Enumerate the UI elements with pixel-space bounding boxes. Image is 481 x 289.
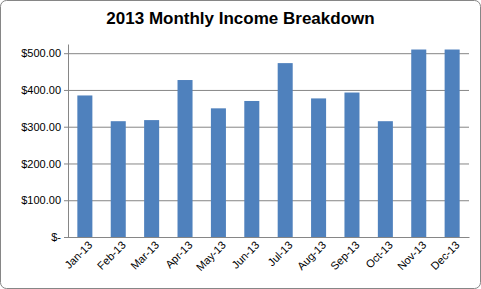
x-tick-label: Jul-13 — [265, 239, 295, 269]
grid-line — [68, 200, 469, 201]
y-tick-mark — [64, 163, 68, 164]
bar — [144, 120, 159, 237]
bar — [378, 121, 393, 237]
bar — [178, 80, 193, 237]
bar — [344, 93, 359, 237]
bar — [211, 108, 226, 237]
x-tick: Sep-13 — [328, 239, 362, 273]
y-tick-label: $100.00 — [21, 194, 61, 206]
bar — [278, 63, 293, 237]
y-tick-mark — [64, 237, 68, 238]
grid-line — [68, 163, 469, 164]
chart-border — [1, 1, 481, 289]
y-tick-mark — [64, 53, 68, 54]
x-tick: Apr-13 — [163, 239, 195, 271]
bar — [411, 50, 426, 237]
chart: 2013 Monthly Income Breakdown $- $100.00 $2… — [0, 0, 481, 289]
y-tick-label: $400.00 — [21, 84, 61, 96]
x-tick: Nov-13 — [395, 239, 429, 273]
x-tick-label: Sep-13 — [328, 239, 362, 273]
y-tick-mark — [64, 90, 68, 91]
bar — [111, 121, 126, 237]
y-tick-label: $300.00 — [21, 121, 61, 133]
y-tick: $100.00 — [21, 194, 68, 206]
x-axis: Jan-13Feb-13Mar-13Apr-13May-13Jun-13Jul-… — [62, 238, 469, 274]
grid — [68, 54, 469, 238]
x-tick-label: Jun-13 — [229, 239, 261, 271]
x-tick: Mar-13 — [128, 239, 161, 272]
x-tick: Jul-13 — [265, 239, 295, 269]
bars — [77, 50, 459, 237]
bar — [311, 98, 326, 237]
grid-line — [68, 237, 469, 238]
x-tick-label: May-13 — [194, 239, 228, 273]
y-axis: $- $100.00 $200.00 $300.00 $400.00 $500.00 — [21, 45, 68, 244]
x-tick-label: Feb-13 — [95, 239, 128, 272]
bar — [244, 101, 259, 237]
x-axis-line — [69, 237, 470, 238]
y-tick: $500.00 — [21, 47, 68, 59]
x-tick-label: Nov-13 — [395, 239, 429, 273]
x-tick-label: Mar-13 — [128, 239, 161, 272]
x-tick: Oct-13 — [363, 239, 395, 271]
x-tick: Aug-13 — [295, 239, 329, 273]
x-tick-label: Aug-13 — [295, 239, 329, 273]
y-tick: $400.00 — [21, 84, 68, 96]
plot: $- $100.00 $200.00 $300.00 $400.00 $500.00 Jan… — [21, 45, 469, 274]
y-axis-line — [68, 45, 69, 238]
y-tick-label: $200.00 — [21, 157, 61, 169]
y-tick: $200.00 — [21, 157, 68, 169]
y-tick-mark — [64, 200, 68, 201]
y-tick-label: $500.00 — [21, 47, 61, 59]
bar — [77, 95, 92, 237]
x-tick: Jan-13 — [62, 239, 94, 271]
x-tick-label: Dec-13 — [428, 239, 462, 273]
title: 2013 Monthly Income Breakdown — [106, 9, 374, 28]
bar — [445, 50, 460, 237]
grid-line — [68, 127, 469, 128]
grid-line — [68, 90, 469, 91]
x-tick-label: Oct-13 — [363, 239, 395, 271]
x-tick: Feb-13 — [95, 239, 128, 272]
y-tick: $- — [51, 231, 68, 243]
x-tick: May-13 — [194, 239, 228, 273]
x-tick-label: Apr-13 — [163, 239, 195, 271]
y-tick-label: $- — [51, 231, 61, 243]
y-tick: $300.00 — [21, 121, 68, 133]
grid-line — [68, 53, 469, 54]
y-tick-mark — [64, 127, 68, 128]
x-tick: Jun-13 — [229, 239, 261, 271]
x-tick-label: Jan-13 — [62, 239, 94, 271]
x-tick: Dec-13 — [428, 239, 462, 273]
